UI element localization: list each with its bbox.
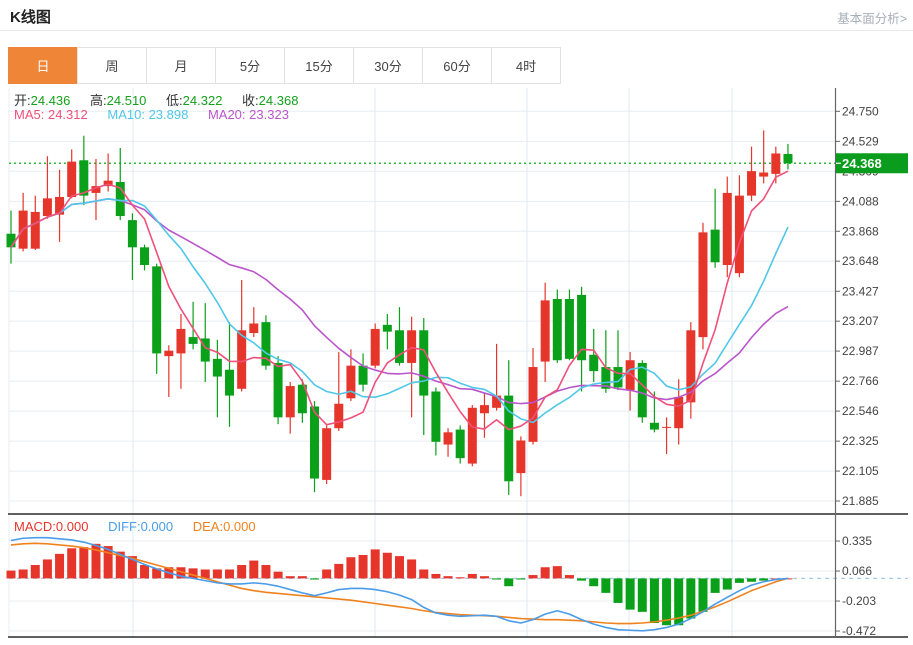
ma10-label: MA10:: [107, 107, 145, 122]
tab-30min[interactable]: 30分: [353, 47, 423, 84]
high-label: 高:: [90, 93, 107, 108]
price-axis-label: 23.648: [842, 254, 879, 268]
dea-line: [10, 542, 789, 625]
candles: [6, 130, 793, 497]
diff-value: 0.000: [140, 519, 174, 534]
tab-day[interactable]: 日: [8, 47, 78, 84]
price-axis-label: 23.868: [842, 224, 879, 238]
price-axis-label: 22.546: [842, 404, 879, 418]
ma5-label: MA5:: [14, 107, 45, 122]
macd-legend: MACD:0.000 DIFF:0.000 DEA:0.000: [14, 519, 272, 534]
close-label: 收:: [242, 93, 259, 108]
tab-60min[interactable]: 60分: [422, 47, 492, 84]
dea-value: 0.000: [223, 519, 256, 534]
macd-axis-label: -0.472: [842, 624, 876, 638]
ma20-value: 23.323: [249, 107, 289, 122]
low-value: 24.322: [182, 93, 223, 108]
dea-label: DEA:: [192, 519, 224, 534]
macd-axis-label: 0.066: [842, 564, 872, 578]
fundamental-analysis-link[interactable]: 基本面分析>: [837, 12, 907, 26]
ma10-line: [10, 198, 789, 424]
macd-axis-label: 0.335: [842, 534, 872, 548]
price-axis-label: 23.427: [842, 284, 879, 298]
macd-axis-label: -0.203: [842, 594, 876, 608]
price-axis-label: 24.529: [842, 134, 879, 148]
macd-value: 0.000: [55, 519, 89, 534]
low-label: 低:: [166, 93, 183, 108]
price-axis-label: 22.766: [842, 374, 879, 388]
page-title: K线图: [10, 9, 51, 26]
ma20-label: MA20:: [207, 107, 246, 122]
tab-week[interactable]: 周: [77, 47, 147, 84]
ma-legend: MA5: 24.312 MA10: 23.898 MA20: 23.323: [14, 107, 305, 122]
macd-histogram: [6, 543, 793, 626]
ma5-line: [10, 170, 789, 431]
price-axis-label: 23.207: [842, 314, 879, 328]
high-value: 24.510: [106, 93, 147, 108]
ma20-line: [10, 198, 789, 405]
tab-15min[interactable]: 15分: [284, 47, 354, 84]
current-price-badge: 24.368: [836, 153, 908, 174]
svg-text:24.368: 24.368: [842, 156, 882, 171]
open-label: 开:: [14, 93, 31, 108]
ma10-value: 23.898: [148, 107, 189, 122]
diff-label: DIFF:: [108, 519, 141, 534]
tab-month[interactable]: 月: [146, 47, 216, 84]
macd-label: MACD:: [14, 519, 56, 534]
open-value: 24.436: [30, 93, 71, 108]
tab-5min[interactable]: 5分: [215, 47, 285, 84]
price-axis-label: 22.987: [842, 344, 879, 358]
tab-4hour[interactable]: 4时: [491, 47, 561, 84]
ohlc-legend: 开:24.436 高:24.510 低:24.322 收:24.368: [14, 90, 314, 109]
diff-line: [10, 536, 789, 632]
price-axis-label: 21.885: [842, 494, 879, 508]
price-axis-label: 22.325: [842, 434, 879, 448]
title-divider: [0, 30, 913, 31]
ma5-value: 24.312: [47, 107, 88, 122]
tab-bar: 日周月 5分 15分 30分 60分 4时: [8, 47, 910, 84]
price-axis-label: 24.750: [842, 104, 879, 118]
close-value: 24.368: [258, 93, 299, 108]
price-axis-label: 24.088: [842, 194, 879, 208]
price-axis-label: 22.105: [842, 464, 879, 478]
